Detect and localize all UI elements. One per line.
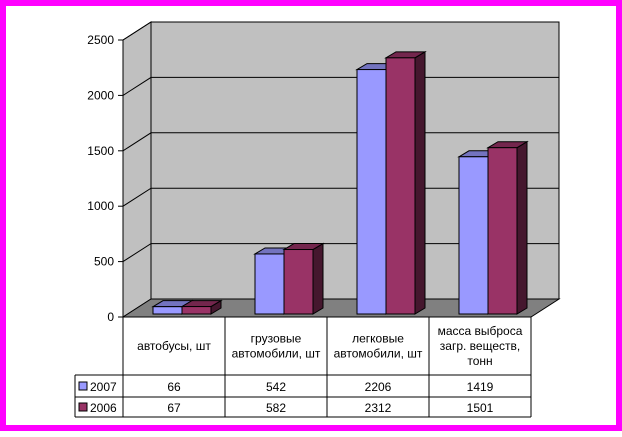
legend-label: 2007: [90, 380, 117, 394]
data-label: 582: [266, 401, 286, 415]
bar-front: [254, 253, 285, 315]
bar: [384, 50, 427, 315]
category-label: автобусы, шт: [137, 339, 211, 353]
legend-key: [78, 402, 88, 412]
bar: [486, 140, 529, 315]
y-tick-label: 1000: [87, 199, 114, 213]
bar-front: [152, 306, 183, 315]
category-label: тонн: [467, 354, 492, 368]
bar-front: [487, 147, 518, 315]
category-label: масса выброса: [438, 324, 523, 338]
y-tick-label: 2500: [87, 33, 114, 47]
data-label: 2312: [365, 401, 392, 415]
category-label: автомобили, шт: [232, 347, 321, 361]
gridline: [122, 21, 559, 41]
category-label: грузовые: [251, 332, 302, 346]
bar-chart: 0 500 1000 1500 2000 2500 автобусы, шт грузовые…: [74, 21, 561, 418]
category-label: загр. веществ,: [440, 339, 520, 353]
data-label: 66: [167, 380, 181, 394]
bar-side: [312, 242, 324, 315]
bar-front: [385, 57, 416, 315]
bar: [282, 242, 325, 315]
bar-side: [414, 50, 426, 315]
y-tick-label: 2000: [87, 88, 114, 102]
category-label: легковые: [352, 332, 404, 346]
bar-front: [458, 156, 489, 315]
bar-front: [283, 249, 314, 315]
data-label: 542: [266, 380, 286, 394]
y-tick-label: 1500: [87, 144, 114, 158]
bar: [180, 299, 223, 315]
y-tick-label: 0: [107, 310, 114, 324]
bar-front: [181, 306, 212, 315]
y-tick-label: 500: [94, 255, 114, 269]
bar-front: [356, 69, 387, 315]
category-label: автомобили, шт: [334, 347, 423, 361]
legend-label: 2006: [90, 401, 117, 415]
data-label: 1419: [467, 380, 494, 394]
bar-side: [516, 140, 528, 315]
data-label: 1501: [467, 401, 494, 415]
side-wall: [122, 21, 152, 318]
data-label: 2206: [365, 380, 392, 394]
legend-key: [78, 381, 88, 391]
data-label: 67: [167, 401, 181, 415]
